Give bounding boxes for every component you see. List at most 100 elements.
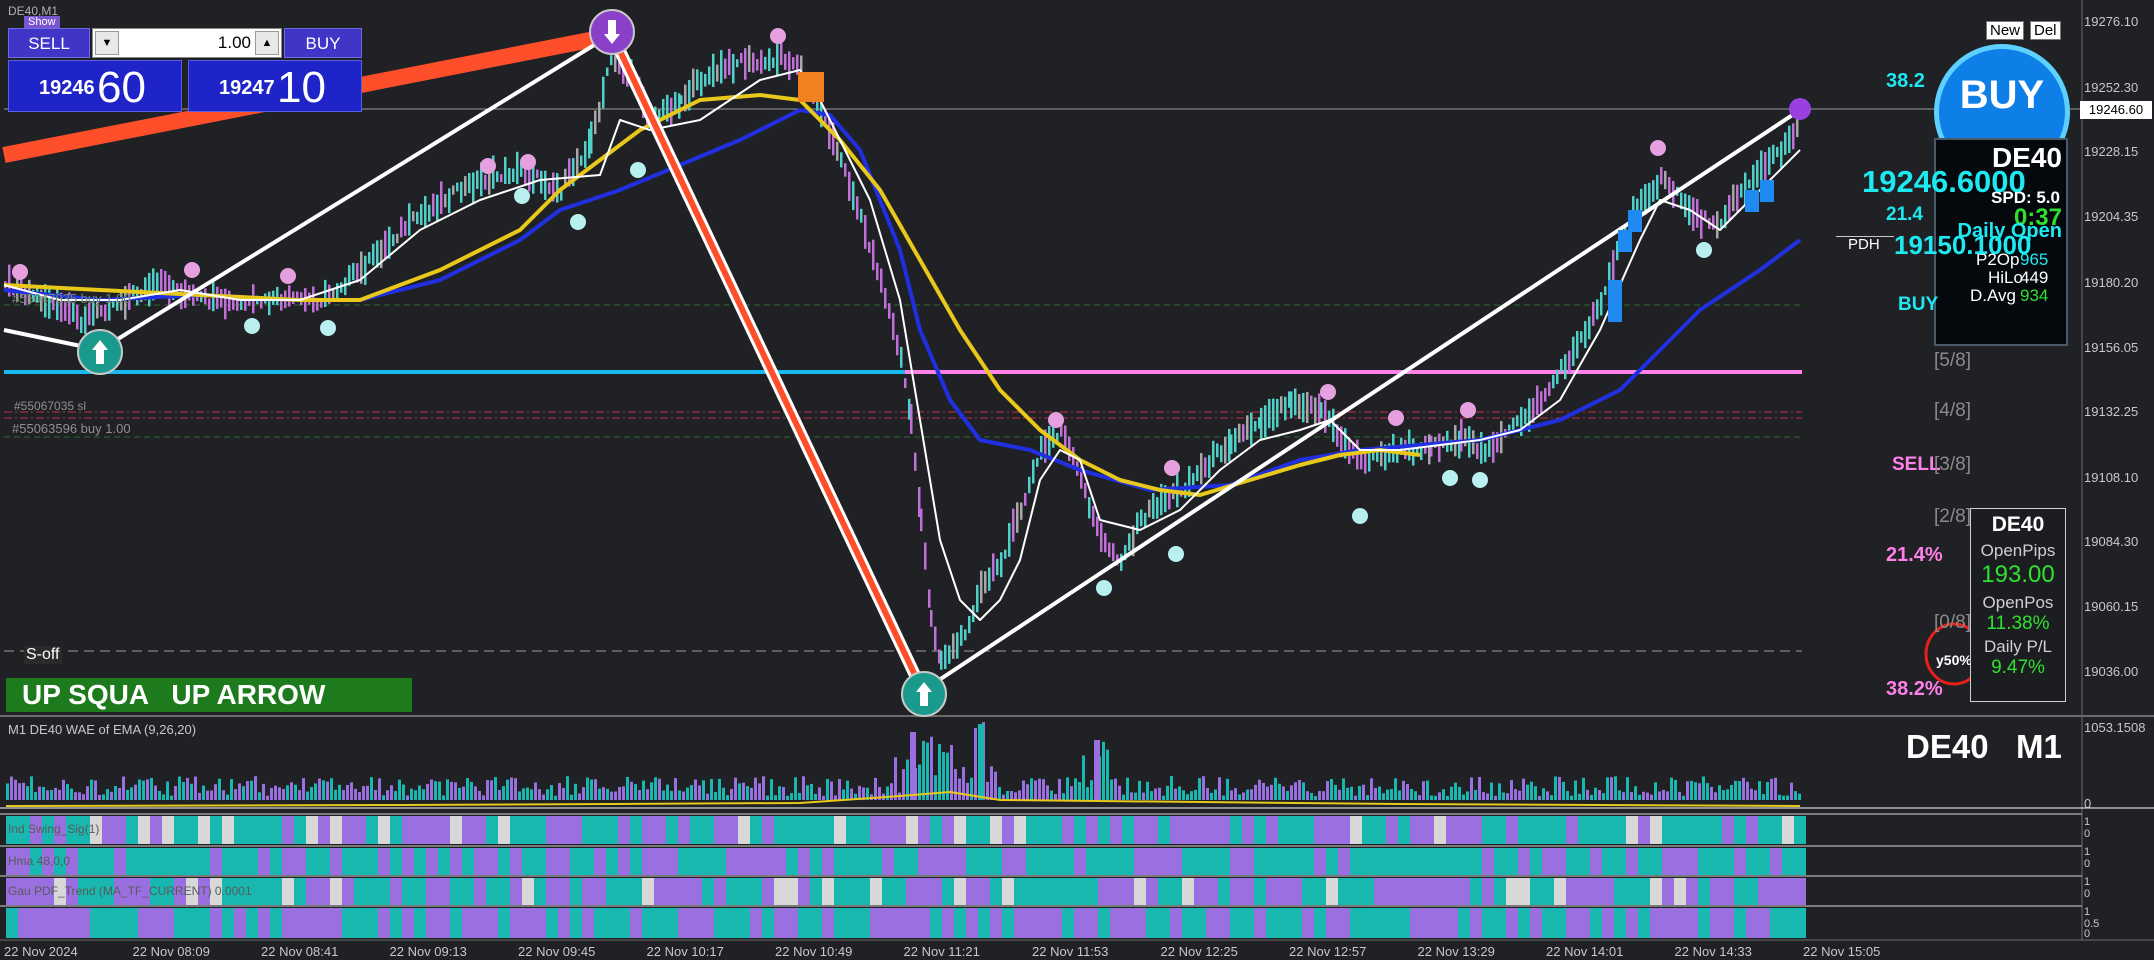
indicator-cell (1374, 848, 1386, 876)
indicator-cell (114, 848, 126, 876)
price-bar (112, 299, 115, 308)
price-bar (1748, 179, 1751, 189)
lot-size-field[interactable]: ▼ 1.00 ▲ (92, 28, 282, 58)
ask-price-box[interactable]: 19247 10 (188, 60, 362, 112)
histogram-bar (1002, 794, 1005, 800)
histogram-bar (1246, 789, 1249, 800)
histogram-bar (1578, 793, 1581, 800)
murray-label: [3/8] (1934, 454, 1971, 475)
bid-price-small: 19246 (39, 77, 95, 99)
histogram-bar (34, 791, 37, 800)
histogram-bar (1078, 782, 1081, 800)
indicator-cell (930, 848, 942, 876)
buy-button[interactable]: BUY (284, 28, 362, 58)
price-bar (910, 404, 913, 434)
indicator-cell (1494, 908, 1506, 938)
histogram-bar (218, 778, 221, 800)
histogram-bar (1722, 790, 1725, 800)
del-button[interactable]: Del (2030, 21, 2061, 40)
price-bar (1724, 204, 1727, 229)
order-label-2[interactable]: #55063596 buy 1.00 (12, 421, 131, 436)
price-bar (828, 118, 831, 150)
indicator-cell (918, 908, 930, 938)
indicator-cell (150, 848, 162, 876)
indicator-cell (1494, 848, 1506, 876)
price-bar (1412, 438, 1415, 466)
indicator-cell (1542, 908, 1554, 938)
price-bar (476, 170, 479, 189)
indicator-cell (1530, 878, 1542, 906)
indicator-cell (114, 878, 126, 906)
sell-button[interactable]: SELL (8, 28, 90, 58)
price-bar (1572, 336, 1575, 366)
histogram-bar (470, 781, 473, 800)
indicator-cell (1782, 848, 1794, 876)
price-bar (1756, 159, 1759, 188)
indicator-cell (1062, 878, 1074, 906)
price-bar (1032, 459, 1035, 484)
histogram-bar (1182, 790, 1185, 800)
swing-high-dot (12, 264, 28, 280)
histogram-bar (498, 789, 501, 800)
histogram-bar (894, 757, 897, 800)
lot-value[interactable]: 1.00 (217, 33, 251, 52)
indicator-cell (654, 816, 666, 844)
indicator-cell (1302, 878, 1314, 906)
histogram-bar (994, 771, 997, 800)
histogram-bar (1338, 789, 1341, 800)
indicator-cell (1746, 848, 1758, 876)
indicator-cell (462, 878, 474, 906)
indicator-cell (1422, 816, 1434, 844)
indicator-cell (558, 848, 570, 876)
histogram-bar (422, 789, 425, 800)
subrow-axis-label: 0 (2084, 828, 2091, 840)
indicator-cell (1470, 816, 1482, 844)
bid-price-box[interactable]: 19246 60 (8, 60, 182, 112)
histogram-bar (670, 790, 673, 800)
indicator-cell (1458, 908, 1470, 938)
histogram-bar (1610, 777, 1613, 800)
indicator-cell (1698, 908, 1710, 938)
price-bar (32, 289, 35, 303)
price-bar (460, 181, 463, 203)
price-bar (1068, 436, 1071, 462)
histogram-bar (354, 788, 357, 800)
indicator-cell (990, 816, 1002, 844)
indicator-cell (1614, 908, 1626, 938)
indicator-cell (594, 816, 606, 844)
indicator-cell (1770, 848, 1782, 876)
price-bar (228, 290, 231, 312)
price-bar (1250, 412, 1253, 446)
indicator-cell (1290, 816, 1302, 844)
indicator-cell (1230, 908, 1242, 938)
new-button[interactable]: New (1986, 21, 2025, 40)
histogram-bar (10, 776, 13, 800)
indicator-cell (882, 816, 894, 844)
indicator-cell (162, 816, 174, 844)
s-off-label[interactable]: S-off (24, 646, 62, 664)
subwindow-axis-zero: 0 (2084, 796, 2092, 811)
histogram-bar (1538, 795, 1541, 800)
price-bar (1016, 502, 1019, 533)
histogram-bar (1358, 785, 1361, 800)
price-bar (1548, 382, 1551, 397)
order-label-1[interactable]: #55047035 buy 1.00 (12, 291, 131, 306)
lot-decrease-icon[interactable]: ▼ (95, 31, 119, 55)
indicator-cell (546, 878, 558, 906)
big-buy-label[interactable]: BUY (1959, 73, 2045, 117)
daily-pl-label: Daily P/L (1983, 637, 2053, 656)
price-bar (992, 553, 995, 582)
price-bar (968, 616, 971, 634)
histogram-bar (1114, 778, 1117, 800)
histogram-bar (1754, 790, 1757, 800)
indicator-cell (906, 816, 918, 844)
histogram-bar (1662, 789, 1665, 800)
order-label-sl[interactable]: #55067035 sl (14, 399, 87, 413)
price-bar (1384, 444, 1387, 471)
histogram-bar (1202, 776, 1205, 800)
histogram-bar (742, 782, 745, 800)
lot-increase-icon[interactable]: ▲ (255, 31, 279, 55)
histogram-bar (1210, 792, 1213, 800)
show-tag[interactable]: Show (24, 16, 60, 28)
